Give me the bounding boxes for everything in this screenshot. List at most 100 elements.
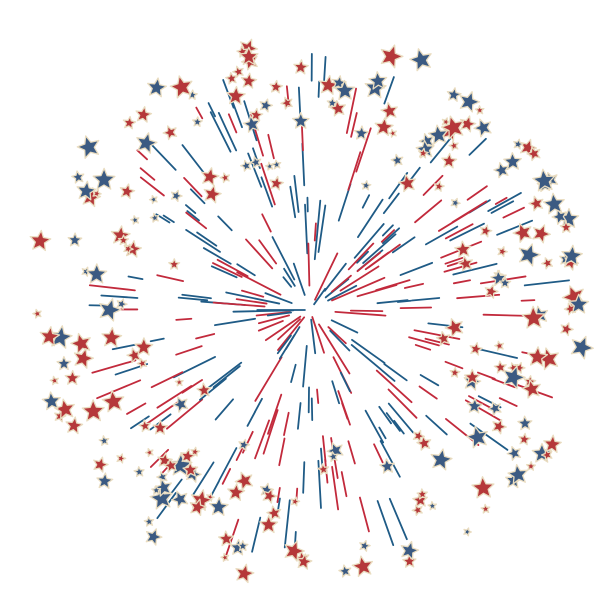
burst-line: [414, 344, 432, 351]
burst-line: [186, 210, 200, 222]
star-icon: [521, 379, 541, 399]
star-icon: [296, 553, 313, 570]
star-icon: [217, 530, 235, 547]
star-icon: [480, 503, 491, 514]
star-icon: [259, 514, 279, 534]
burst-line: [254, 356, 283, 402]
burst-line: [177, 296, 209, 302]
star-icon: [249, 156, 262, 169]
star-icon: [466, 397, 483, 414]
burst-line: [217, 215, 233, 232]
star-icon: [449, 366, 461, 378]
star-icon: [454, 240, 472, 258]
star-icon: [521, 305, 546, 329]
burst-line: [278, 437, 286, 467]
burst-line: [375, 369, 413, 404]
burst-stars: [29, 38, 594, 584]
burst-line: [189, 188, 206, 205]
burst-line: [266, 311, 292, 317]
star-icon: [269, 79, 284, 94]
star-icon: [189, 498, 207, 517]
burst-line: [260, 176, 274, 208]
star-icon: [374, 117, 394, 137]
burst-line: [212, 365, 241, 389]
star-icon: [525, 461, 537, 471]
star-icon: [540, 448, 553, 462]
star-icon: [498, 276, 512, 289]
burst-line: [331, 274, 352, 293]
burst-line: [216, 258, 249, 278]
star-icon: [133, 466, 145, 478]
burst-line: [199, 377, 227, 401]
burst-line: [403, 282, 424, 289]
burst-line: [323, 56, 327, 85]
star-icon: [417, 147, 429, 159]
star-icon: [266, 505, 282, 521]
star-icon: [446, 87, 462, 102]
burst-line: [350, 344, 396, 382]
star-icon: [93, 456, 109, 473]
star-icon: [427, 500, 438, 511]
star-icon: [238, 438, 251, 452]
star-icon: [76, 180, 97, 201]
star-icon: [170, 490, 189, 509]
star-icon: [411, 504, 423, 516]
burst-line: [96, 379, 142, 400]
star-icon: [174, 377, 184, 387]
star-icon: [81, 399, 105, 422]
star-icon: [162, 125, 178, 141]
burst-line: [385, 412, 401, 432]
star-icon: [196, 382, 212, 398]
star-icon: [259, 98, 274, 113]
burst-line: [468, 395, 494, 410]
burst-line: [111, 343, 137, 351]
burst-line: [323, 262, 347, 292]
star-icon: [531, 442, 553, 463]
burst-line: [413, 329, 461, 340]
burst-line: [293, 174, 300, 213]
burst-line: [452, 262, 498, 276]
burst-line: [126, 402, 147, 415]
star-icon: [143, 516, 155, 527]
burst-line: [245, 238, 274, 270]
star-icon: [463, 368, 481, 385]
burst-line: [314, 252, 339, 301]
star-icon: [145, 528, 163, 546]
burst-line: [414, 199, 443, 224]
burst-line: [379, 440, 401, 478]
burst-line: [217, 112, 238, 152]
star-icon: [151, 485, 162, 495]
star-icon: [541, 257, 554, 270]
star-icon: [380, 101, 398, 120]
burst-line: [162, 214, 175, 224]
burst-line: [350, 112, 358, 138]
star-icon: [249, 107, 264, 122]
burst-line: [260, 162, 276, 206]
burst-line: [482, 313, 530, 317]
burst-line: [466, 185, 488, 201]
burst-line: [283, 267, 296, 287]
burst-line: [304, 203, 309, 255]
burst-line: [310, 318, 317, 355]
star-icon: [225, 71, 238, 85]
star-icon: [39, 326, 61, 347]
burst-line: [520, 299, 536, 302]
burst-line: [393, 419, 405, 435]
burst-line: [479, 348, 518, 359]
burst-line: [327, 284, 358, 302]
burst-line: [364, 409, 385, 444]
burst-line: [302, 345, 308, 388]
burst-line: [236, 263, 256, 277]
star-icon: [532, 168, 556, 192]
star-icon: [519, 138, 538, 157]
star-icon: [507, 463, 529, 485]
burst-line: [382, 227, 401, 245]
burst-line: [387, 388, 418, 419]
burst-line: [166, 398, 204, 430]
star-icon: [465, 425, 488, 449]
burst-line: [381, 224, 394, 237]
burst-line: [376, 500, 395, 546]
star-icon: [144, 447, 154, 458]
burst-line: [347, 440, 356, 465]
